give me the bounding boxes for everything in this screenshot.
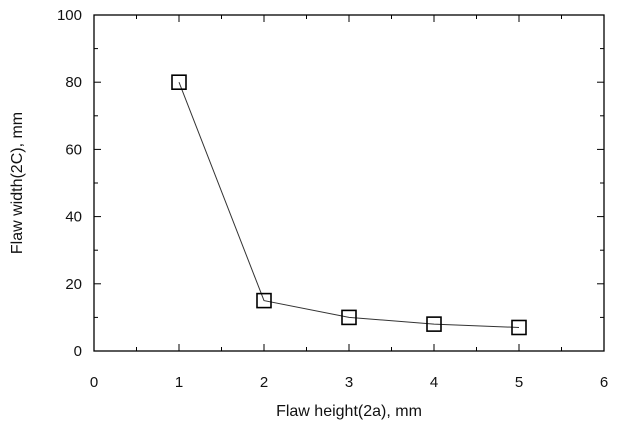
x-tick-label: 6 (600, 374, 608, 391)
data-point-marker (426, 316, 442, 332)
data-point-marker (341, 309, 357, 326)
y-tick-label: 80 (65, 74, 82, 91)
x-axis-tick-labels: 0 1 2 3 4 5 6 (90, 374, 608, 391)
y-tick-label: 20 (65, 276, 82, 293)
series-line (178, 82, 520, 328)
x-tick-label: 4 (430, 374, 438, 391)
x-tick-label: 5 (515, 374, 523, 391)
y-tick-label: 100 (57, 7, 82, 24)
x-tick-label: 2 (260, 374, 268, 391)
y-axis-title: Flaw width(2C), mm (9, 112, 26, 254)
x-axis-ticks (93, 15, 605, 351)
y-tick-label: 0 (74, 343, 82, 360)
x-axis-title: Flaw height(2a), mm (276, 403, 422, 420)
plot-frame (93, 14, 605, 352)
data-point-marker (171, 74, 187, 90)
x-tick-label: 3 (345, 374, 353, 391)
x-tick-label: 0 (90, 374, 98, 391)
y-tick-label: 60 (65, 141, 82, 158)
data-point-marker (511, 319, 527, 336)
data-point-marker (256, 292, 272, 309)
x-tick-label: 1 (175, 374, 183, 391)
y-axis-ticks (94, 14, 604, 352)
data-markers (171, 74, 527, 336)
y-axis-tick-labels: 0 20 40 60 80 100 (57, 7, 82, 360)
y-tick-label: 40 (65, 209, 82, 226)
